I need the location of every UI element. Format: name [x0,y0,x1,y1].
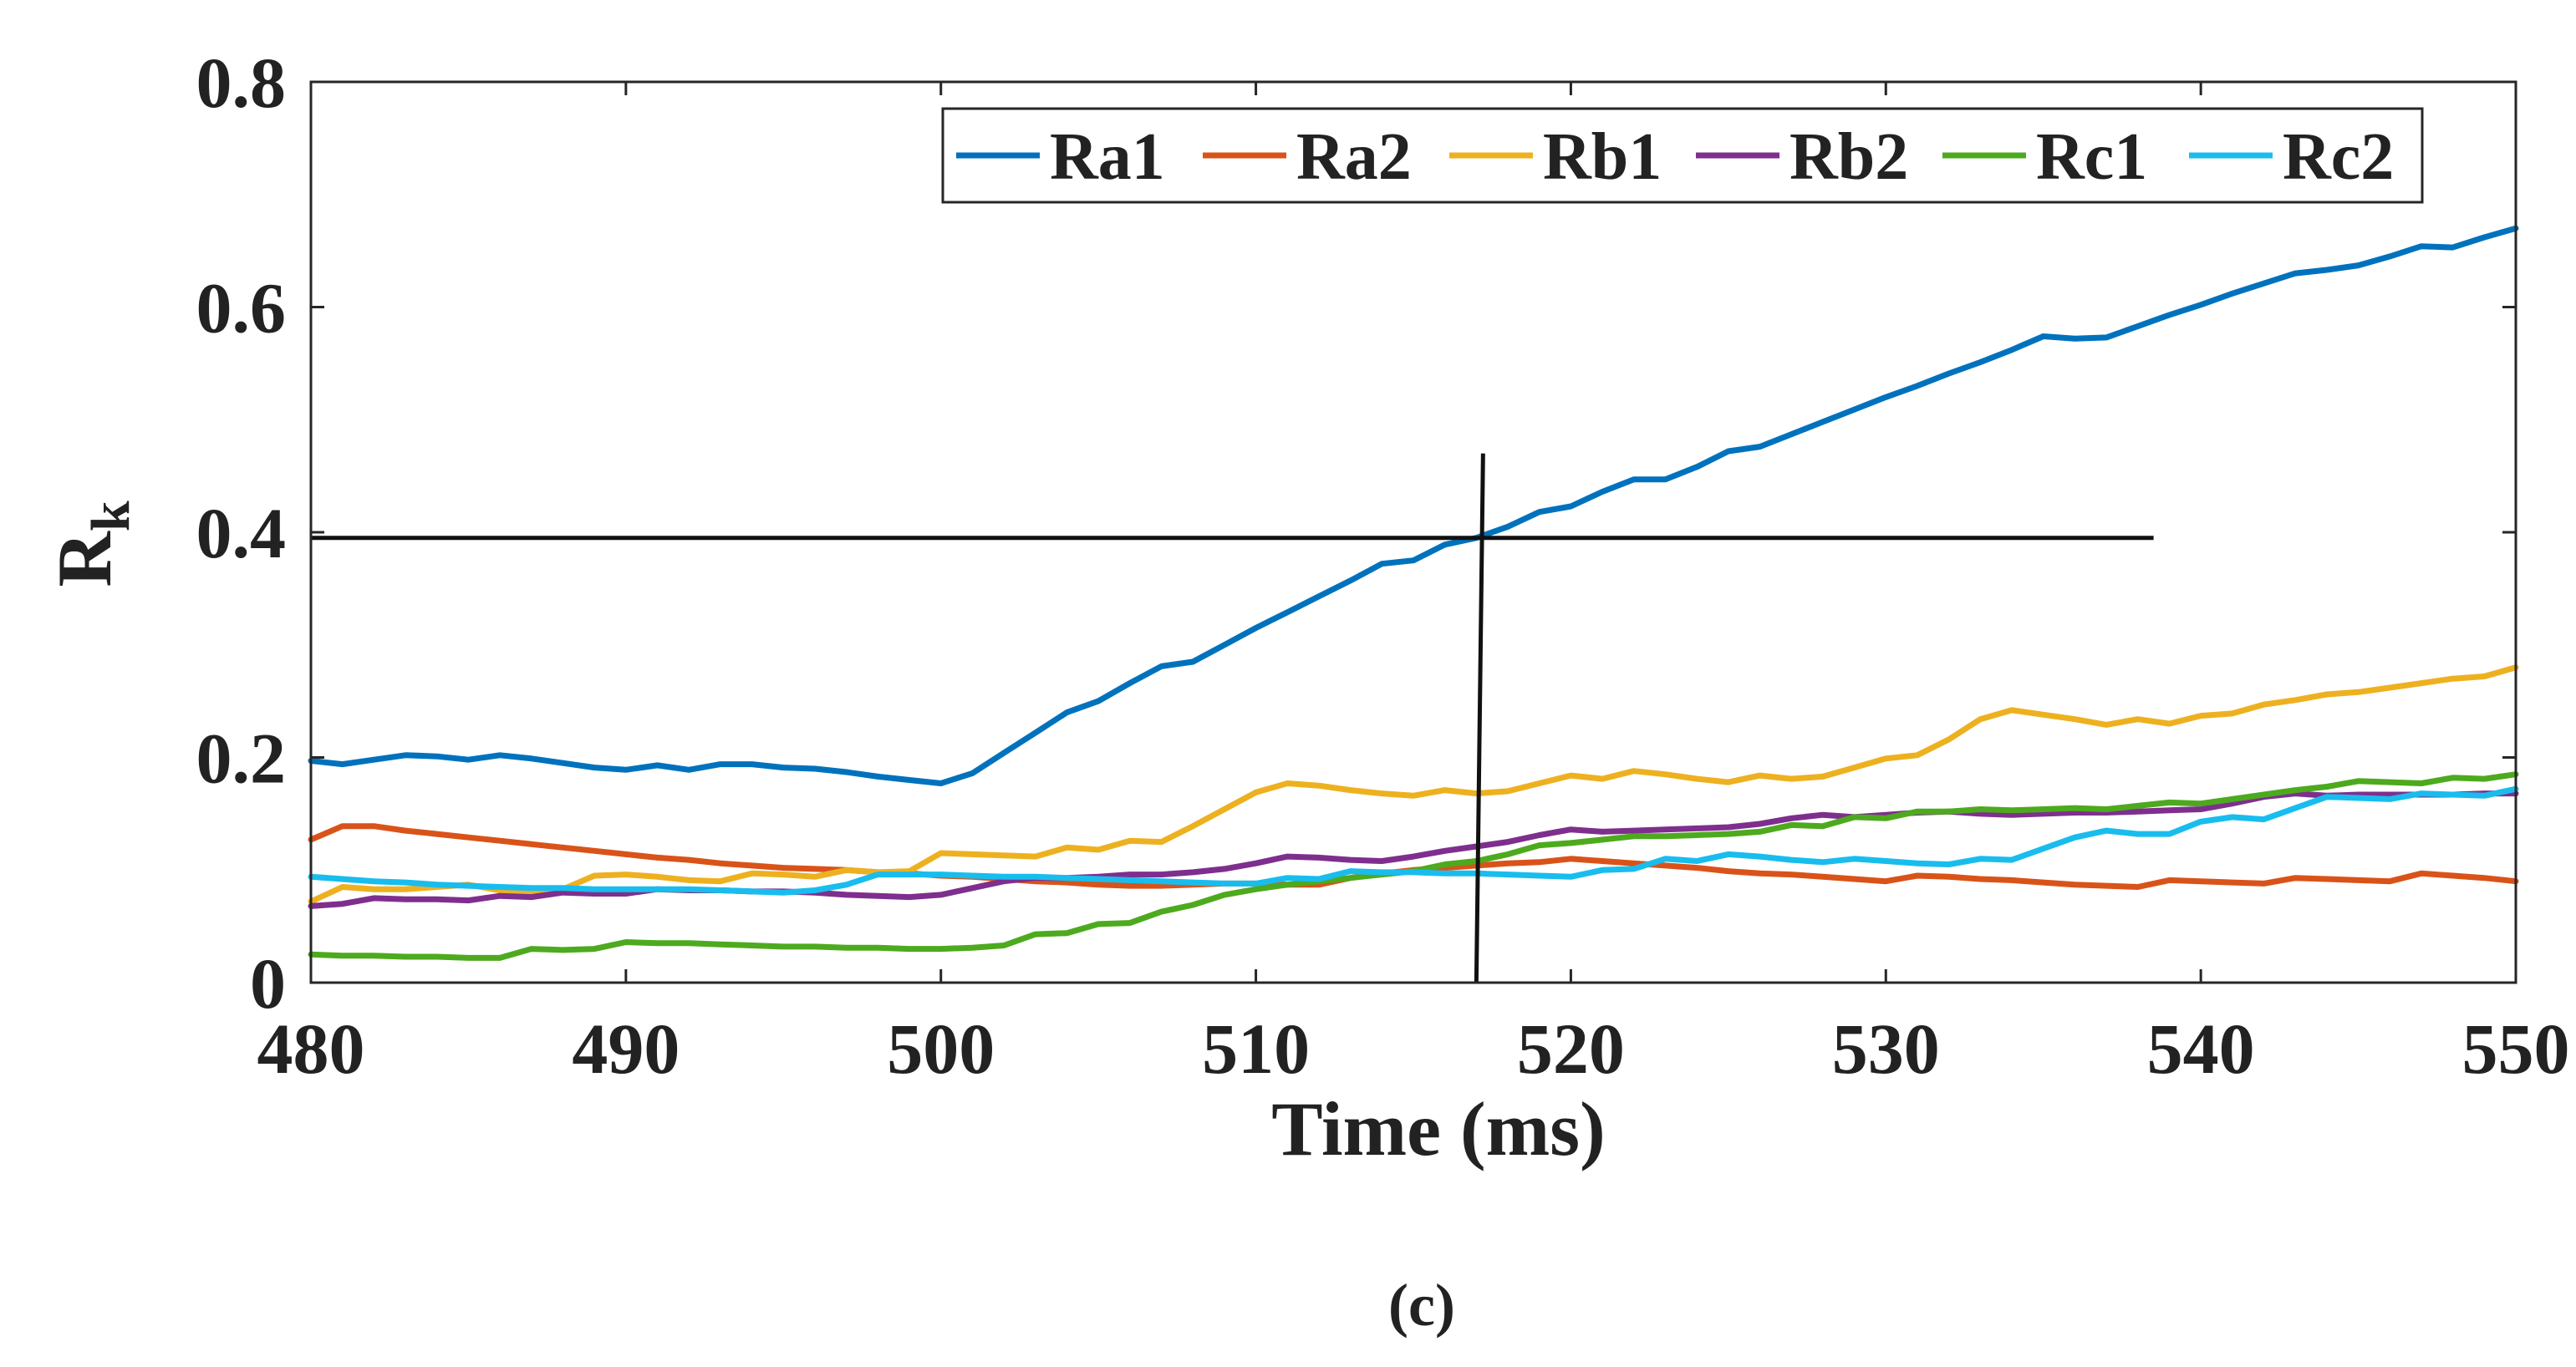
y-axis-label-main: R [42,531,127,587]
y-tick-label: 0.8 [196,43,287,123]
legend-label-ra2: Ra2 [1296,120,1412,194]
x-tick-label: 550 [2462,1009,2570,1089]
legend: Ra1 Ra2 Rb1 Rb2 Rc1 Rc2 [941,107,2424,204]
legend-box [941,107,2424,204]
x-tick-label: 480 [257,1009,365,1089]
legend-label-rb1: Rb1 [1543,120,1662,194]
series-layer [308,225,2519,961]
y-tick-label: 0 [250,943,286,1024]
y-axis-label-subscript: k [80,501,141,531]
y-tick-label: 0.2 [196,719,287,799]
legend-label-ra1: Ra1 [1050,120,1165,194]
x-tick-label: 530 [1832,1009,1940,1089]
axes-layer: 480 490 500 510 520 530 540 550 0 0.2 0.4 0.6 0.8 [196,43,2570,1089]
series-line-rc1 [308,771,2519,961]
x-tick-label: 540 [2147,1009,2255,1089]
x-tick-label: 520 [1517,1009,1625,1089]
series-line-ra1 [308,225,2519,786]
y-tick-label: 0.6 [196,268,287,348]
y-axis-label: Rk [42,501,141,587]
x-tick-label: 500 [887,1009,995,1089]
x-axis-label: Time (ms) [1271,1086,1605,1171]
plot-frame [309,80,2517,984]
y-tick-label: 0.4 [196,493,287,573]
legend-items: Ra1 Ra2 Rb1 Rb2 Rc1 Rc2 [956,120,2394,194]
threshold-markers [311,453,2154,983]
legend-label-rc2: Rc2 [2283,120,2394,194]
legend-label-rc1: Rc1 [2036,120,2147,194]
x-tick-label: 510 [1202,1009,1310,1089]
series-line-rb1 [308,664,2519,905]
series-line-rc2 [308,785,2519,896]
legend-label-rb2: Rb2 [1789,120,1908,194]
threshold-vertical-line [1474,453,1485,983]
x-tick-label: 490 [572,1009,680,1089]
figure-caption: (c) [1388,1272,1455,1339]
